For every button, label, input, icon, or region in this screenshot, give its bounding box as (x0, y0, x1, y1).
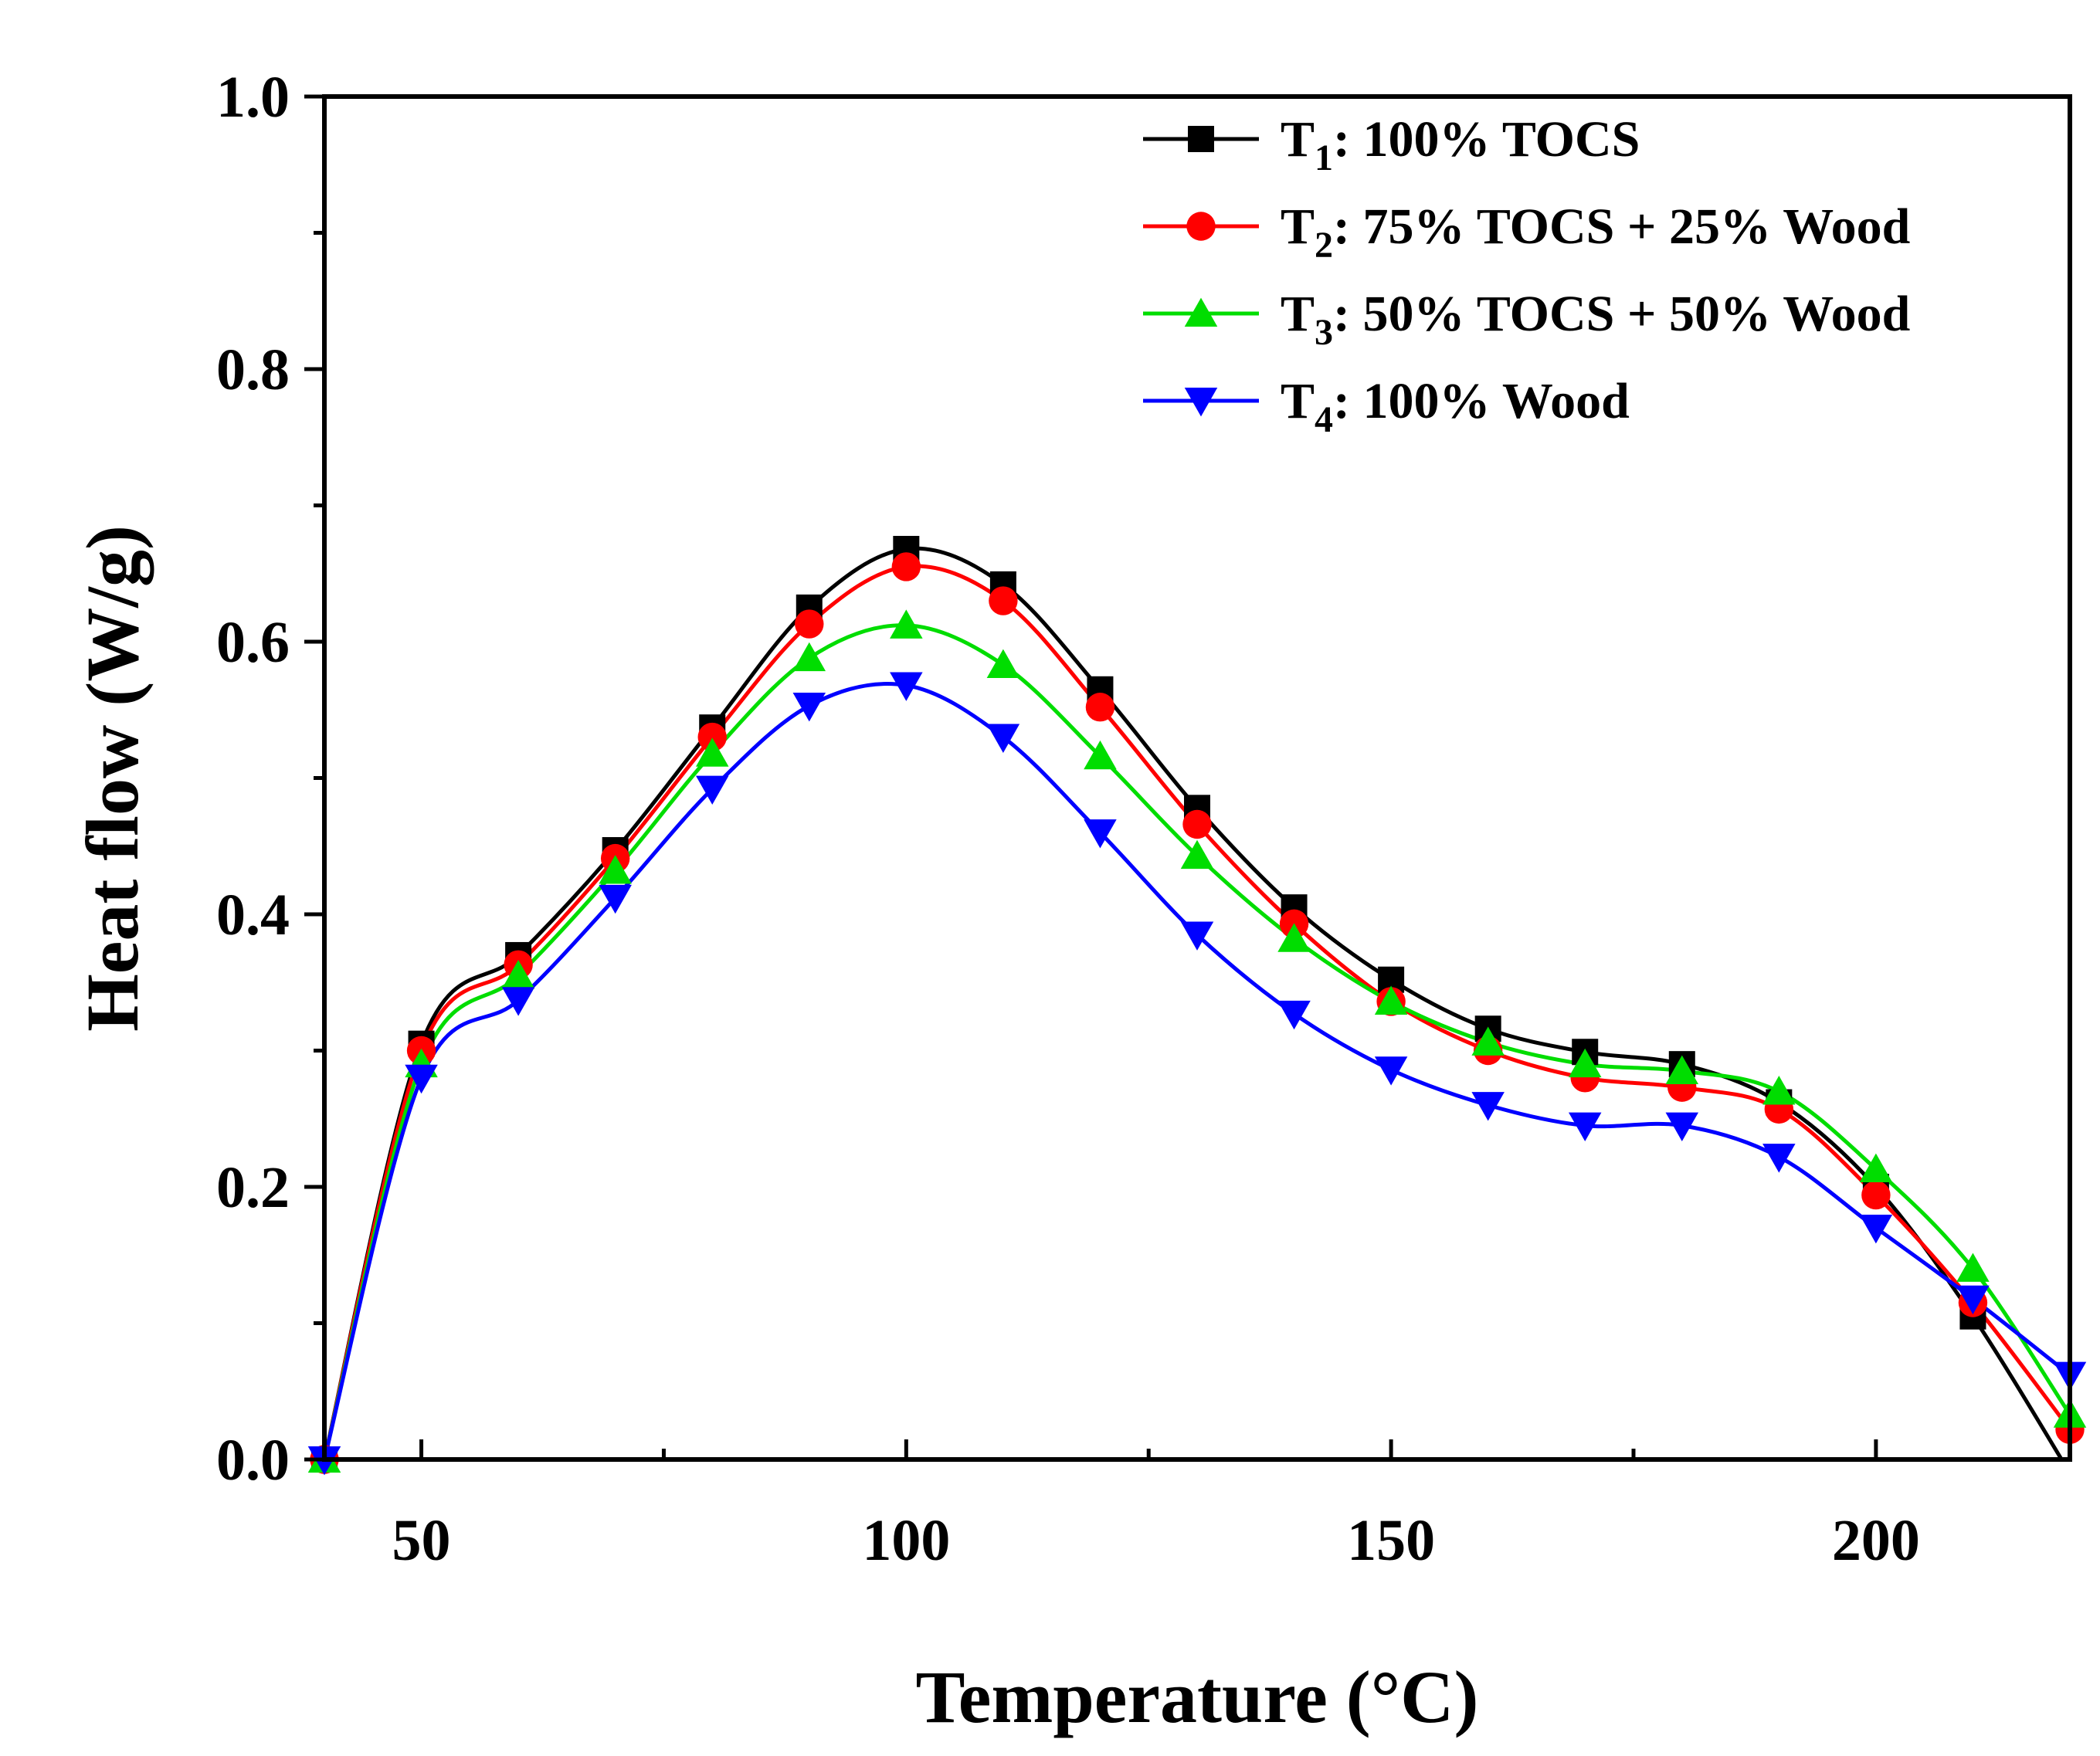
series-line-t3 (324, 623, 2070, 1459)
data-point-t2-100 (891, 552, 921, 581)
data-point-t4-130 (1180, 921, 1214, 951)
data-point-t3-70 (599, 855, 632, 884)
data-point-t4-90 (792, 692, 826, 722)
data-point-t3-170 (1568, 1048, 1602, 1078)
legend-label: T4: 100% Wood (1281, 373, 1630, 440)
data-point-t3-130 (1180, 839, 1214, 870)
y-tick-label: 0.6 (216, 610, 290, 675)
data-point-t3-190 (1762, 1076, 1796, 1105)
x-axis-title: Temperature (°C) (916, 1656, 1479, 1738)
series-markers (307, 535, 2087, 1476)
data-point-t4-80 (695, 775, 729, 805)
legend-label: T1: 100% TOCS (1281, 111, 1640, 178)
data-point-t3-180 (1665, 1055, 1699, 1084)
data-point-t3-210 (1956, 1253, 1990, 1282)
data-point-t3-140 (1277, 923, 1311, 952)
y-tick-label: 0.4 (216, 883, 290, 947)
data-point-t3-110 (986, 649, 1020, 679)
x-tick-label: 150 (1347, 1508, 1435, 1573)
data-point-t2-200 (1861, 1180, 1891, 1210)
data-point-t3-160 (1471, 1026, 1505, 1056)
data-point-t2-80 (697, 722, 727, 752)
data-point-t2-110 (989, 586, 1018, 615)
legend-item-t2: T2: 75% TOCS + 25% Wood (1143, 198, 1910, 266)
x-tick-label: 200 (1832, 1508, 1920, 1573)
legend-item-t1: T1: 100% TOCS (1143, 111, 1640, 178)
series-line-t1 (324, 546, 2064, 1459)
data-point-t3-200 (1859, 1153, 1893, 1183)
data-point-t2-120 (1085, 693, 1115, 722)
y-tick-label: 0.8 (216, 337, 290, 402)
y-tick-label: 1.0 (216, 65, 290, 130)
y-tick-label: 0.2 (216, 1155, 290, 1220)
data-point-t4-70 (599, 884, 632, 914)
data-point-t4-110 (986, 724, 1020, 753)
legend: T1: 100% TOCS T2: 75% TOCS + 25% Wood T3: … (1143, 111, 1910, 440)
data-point-t4-170 (1568, 1112, 1602, 1141)
data-point-t4-150 (1374, 1056, 1408, 1086)
series-curves (324, 546, 2070, 1459)
data-point-t3-90 (792, 642, 826, 672)
data-point-t4-190 (1762, 1144, 1796, 1173)
data-point-t4-210 (1956, 1285, 1990, 1315)
legend-marker (1184, 388, 1218, 417)
series-line-t2 (324, 564, 2070, 1459)
legend-label: T2: 75% TOCS + 25% Wood (1281, 198, 1910, 266)
legend-label: T3: 50% TOCS + 50% Wood (1281, 286, 1910, 353)
data-point-t4-180 (1665, 1112, 1699, 1141)
data-point-t2-130 (1182, 809, 1212, 839)
x-tick-label: 50 (392, 1508, 451, 1573)
data-point-t3-80 (695, 737, 729, 767)
legend-marker (1184, 297, 1218, 327)
y-axis-title: Heat flow (W/g) (71, 525, 154, 1032)
data-point-t4-120 (1084, 819, 1117, 849)
legend-marker (1188, 126, 1214, 152)
x-tick-label: 100 (862, 1508, 950, 1573)
data-point-t3-150 (1374, 985, 1408, 1015)
legend-marker (1186, 212, 1216, 241)
data-point-t3-100 (890, 609, 923, 639)
data-point-t4-100 (890, 672, 923, 701)
legend-item-t3: T3: 50% TOCS + 50% Wood (1143, 286, 1910, 353)
data-point-t4-60 (501, 987, 535, 1016)
data-point-t4-50 (405, 1064, 438, 1094)
axis-ticks: 50 100 150 200 0.0 0.2 0.4 0.6 0.8 1.0 (216, 65, 1920, 1573)
legend-item-t4: T4: 100% Wood (1143, 373, 1630, 440)
data-point-t4-160 (1471, 1092, 1505, 1121)
data-point-t3-120 (1084, 740, 1117, 770)
y-tick-label: 0.0 (216, 1428, 290, 1493)
data-point-t3-60 (501, 960, 535, 989)
data-point-t2-90 (795, 609, 824, 639)
data-point-t4-140 (1277, 1000, 1311, 1030)
data-point-t4-200 (1859, 1214, 1893, 1244)
